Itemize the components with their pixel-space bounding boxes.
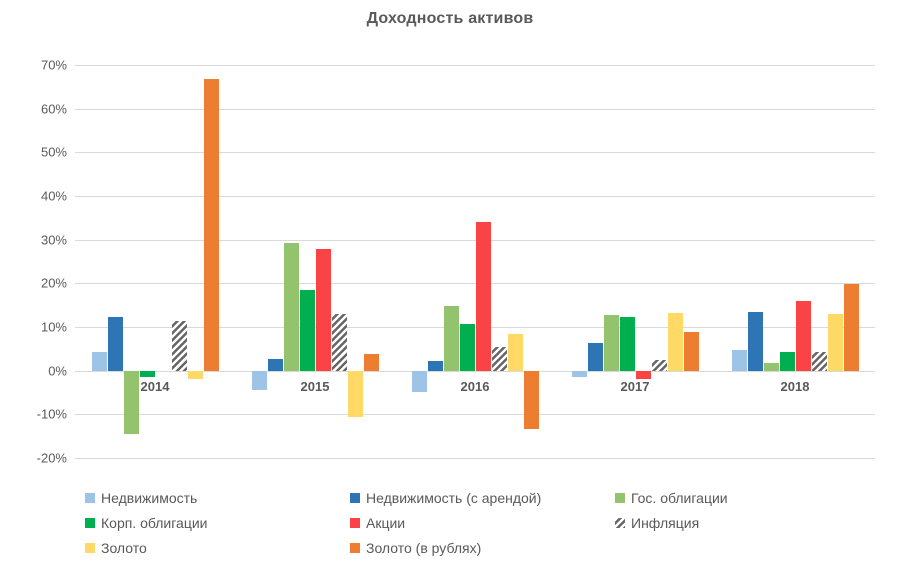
legend-swatch-icon — [350, 517, 360, 528]
bar-series8-2017 — [683, 332, 699, 371]
bar-series1-2017 — [571, 370, 587, 378]
bar-series7-2017 — [667, 313, 683, 371]
legend-item: Гос. облигации — [615, 487, 875, 508]
bar-series5-2015 — [315, 249, 331, 371]
bar-series2-2017 — [587, 343, 603, 371]
x-axis-label: 2016 — [460, 378, 490, 394]
gridline — [75, 283, 875, 285]
bar-series8-2016 — [523, 370, 539, 429]
bar-series4-2015 — [299, 289, 315, 371]
bar-series7-2016 — [507, 334, 523, 371]
y-tick-label: 70% — [40, 57, 67, 73]
y-tick-label: 50% — [40, 144, 67, 160]
bar-series8-2018 — [843, 283, 859, 371]
legend-label: Недвижимость — [101, 489, 198, 506]
legend-item: Недвижимость — [85, 487, 350, 508]
legend-swatch-icon — [615, 492, 625, 503]
bar-series5-2016 — [475, 222, 491, 371]
legend-swatch-icon — [85, 542, 95, 553]
bar-series6-2014 — [171, 320, 187, 371]
bar-series1-2016 — [411, 370, 427, 393]
legend-item: Акции — [350, 512, 615, 533]
legend-swatch-icon — [350, 492, 360, 503]
legend-label: Акции — [366, 514, 406, 531]
gridline — [75, 65, 875, 66]
gridline — [75, 327, 875, 328]
legend-label: Гос. облигации — [631, 489, 728, 506]
y-tick-label: 40% — [40, 188, 67, 204]
x-axis-label: 2014 — [140, 378, 170, 394]
chart-legend: Недвижимость Недвижимость (с арендой) Гос.… — [85, 487, 880, 558]
gridline — [75, 196, 875, 197]
legend-label: Золото (в рублях) — [366, 539, 482, 556]
legend-item: Недвижимость (с арендой) — [350, 487, 615, 508]
bar-series2-2015 — [267, 359, 283, 371]
legend-item: Золото (в рублях) — [350, 537, 615, 558]
gridline — [75, 458, 875, 459]
gridline — [75, 152, 875, 154]
bar-series2-2018 — [747, 311, 763, 371]
bar-series6-2016 — [491, 347, 507, 371]
gridline — [75, 239, 875, 241]
y-tick-label: 60% — [40, 101, 67, 117]
x-axis-label: 2015 — [300, 378, 330, 394]
y-tick-label: 20% — [40, 275, 67, 291]
chart-title: Доходность активов — [366, 10, 534, 27]
bar-series3-2017 — [603, 315, 619, 371]
legend-label: Корп. облигации — [101, 514, 208, 531]
x-axis-label: 2017 — [620, 378, 650, 394]
bar-series6-2015 — [331, 314, 347, 371]
bar-series2-2016 — [427, 360, 443, 371]
bar-series8-2014 — [203, 79, 219, 371]
x-axis-label: 2018 — [780, 378, 810, 394]
gridline — [75, 414, 875, 416]
bar-series2-2014 — [107, 316, 123, 371]
bar-series5-2018 — [795, 301, 811, 371]
bar-series8-2015 — [363, 354, 379, 371]
plot-area: 70% 60% 50% 40% 30% 20% 10% 0% -10% -20% 2014 2015 2… — [37, 58, 875, 466]
bar-series7-2015 — [347, 370, 363, 417]
legend-label: Инфляция — [631, 514, 700, 531]
bar-series3-2016 — [443, 305, 459, 371]
legend-swatch-icon — [85, 492, 95, 503]
bar-series3-2015 — [283, 242, 299, 371]
legend-item: Инфляция — [615, 512, 875, 533]
bar-series6-2018 — [811, 351, 827, 371]
legend-item: Корп. облигации — [85, 512, 350, 533]
bar-series4-2014 — [139, 370, 155, 378]
bar-series4-2016 — [459, 323, 475, 371]
bar-series3-2014 — [123, 370, 139, 434]
y-tick-label: 0% — [48, 363, 67, 379]
gridline — [75, 370, 875, 372]
bar-series1-2015 — [251, 370, 267, 391]
bar-series3-2018 — [763, 362, 779, 371]
y-tick-label: -10% — [36, 406, 67, 422]
bar-series6-2017 — [651, 359, 667, 371]
bar-series1-2014 — [91, 351, 107, 371]
legend-item: Золото — [85, 537, 350, 558]
legend-swatch-icon — [85, 517, 95, 528]
gridline — [75, 108, 875, 110]
legend-label: Золото — [101, 539, 147, 556]
bar-series4-2017 — [619, 317, 635, 371]
y-tick-label: 30% — [40, 232, 67, 248]
legend-swatch-icon — [615, 517, 625, 528]
legend-label: Недвижимость (с арендой) — [366, 489, 542, 506]
legend-swatch-icon — [350, 542, 360, 553]
y-tick-label: -20% — [36, 450, 67, 466]
bar-series4-2018 — [779, 351, 795, 371]
bar-series7-2014 — [187, 370, 203, 380]
bar-series7-2018 — [827, 313, 843, 371]
y-tick-label: 10% — [40, 319, 67, 335]
bar-series5-2017 — [635, 370, 651, 380]
bar-series1-2018 — [731, 349, 747, 371]
